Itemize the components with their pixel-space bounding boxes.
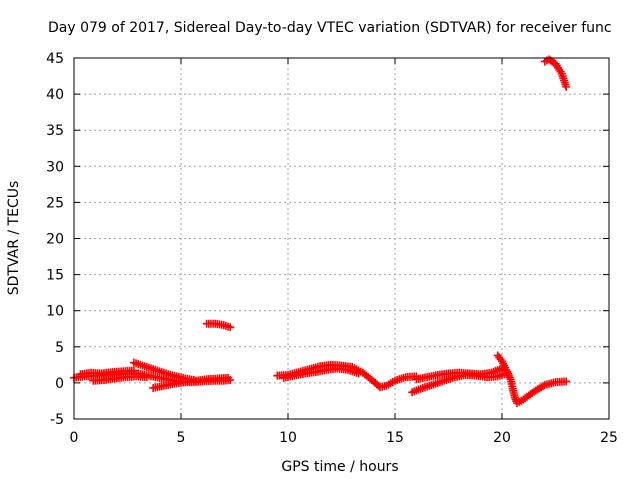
y-tick-label: 35	[46, 123, 64, 139]
data-series-arc-6	[202, 319, 235, 332]
data-series-arc-4	[149, 373, 233, 392]
data-point	[354, 369, 363, 378]
data-point	[562, 377, 571, 386]
x-tick-label: 5	[177, 430, 186, 446]
data-point	[142, 373, 151, 382]
x-tick-label: 0	[70, 430, 79, 446]
y-axis-label: SDTVAR / TECUs	[6, 181, 22, 296]
y-tick-label: 10	[46, 304, 64, 320]
y-tick-label: 40	[46, 87, 64, 103]
y-tick-label: 45	[46, 51, 64, 67]
data-point	[562, 82, 571, 91]
data-series-arc-3	[129, 358, 198, 385]
y-tick-label: 25	[46, 195, 64, 211]
data-point	[224, 373, 233, 382]
axis-ticks: 0 5 10 15 20 25 -5 0 5 10 15 20 25 30 35 40 45	[46, 51, 618, 446]
data-series-arc-5	[89, 372, 151, 385]
y-tick-label: 0	[55, 376, 64, 392]
data-series-arc-9	[408, 369, 511, 397]
x-tick-label: 20	[493, 430, 511, 446]
data-points	[70, 55, 571, 408]
y-tick-label: 5	[55, 340, 64, 356]
data-series-arc-8	[279, 364, 363, 382]
data-series-arc-12	[540, 55, 571, 91]
x-tick-label: 25	[600, 430, 618, 446]
x-tick-label: 10	[279, 430, 297, 446]
chart-title: Day 079 of 2017, Sidereal Day-to-day VTE…	[48, 20, 612, 36]
x-tick-label: 15	[386, 430, 404, 446]
data-point	[539, 382, 548, 391]
data-series-arc-10	[412, 364, 506, 384]
y-tick-label: 30	[46, 159, 64, 175]
y-tick-label: 20	[46, 232, 64, 248]
y-tick-label: 15	[46, 268, 64, 284]
x-axis-label: GPS time / hours	[281, 459, 398, 475]
grid-lines	[74, 58, 609, 419]
data-series-arc-11	[493, 351, 571, 408]
data-point	[226, 323, 235, 332]
y-tick-label: -5	[50, 412, 64, 428]
